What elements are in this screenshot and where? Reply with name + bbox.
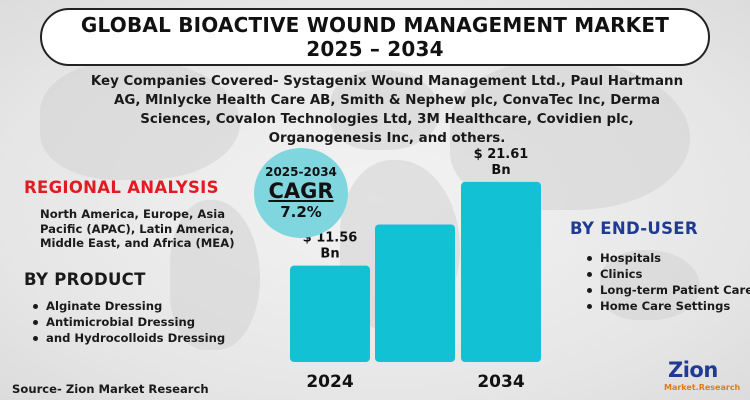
world-map-south-america: [170, 200, 260, 350]
world-map-australia: [600, 250, 700, 320]
world-map-north-america: [40, 60, 240, 180]
list-item: Clinics: [584, 266, 750, 282]
x-tick-label: 2024: [306, 372, 353, 392]
list-item: Long-term Patient Care: [584, 282, 750, 298]
cagr-period: 2025-2034: [265, 165, 337, 179]
regional-analysis-title: REGIONAL ANALYSIS: [24, 178, 219, 197]
chart-title: GLOBAL BIOACTIVE WOUND MANAGEMENT MARKET: [80, 13, 670, 37]
cagr-badge: 2025-2034 CAGR 7.2%: [254, 148, 348, 238]
product-list: Alginate Dressing Antimicrobial Dressing…: [30, 298, 225, 346]
end-user-list: Hospitals Clinics Long-term Patient Care…: [584, 250, 750, 314]
regional-analysis-text: North America, Europe, Asia Pacific (APA…: [40, 207, 235, 250]
list-item: Alginate Dressing: [30, 298, 225, 314]
by-end-user-title: BY END-USER: [570, 219, 698, 238]
data-label: $ 21.61 Bn: [474, 147, 529, 178]
zion-logo: Zion Market.Research: [664, 358, 740, 398]
logo-subtitle: Market.Research: [664, 383, 741, 392]
title-banner: GLOBAL BIOACTIVE WOUND MANAGEMENT MARKET…: [40, 8, 710, 66]
cagr-value: 7.2%: [280, 203, 322, 221]
x-tick-label: 2034: [477, 372, 524, 392]
logo-brand: Zion: [668, 358, 718, 382]
cagr-label: CAGR: [268, 179, 334, 203]
list-item: Home Care Settings: [584, 298, 750, 314]
key-companies-text: Key Companies Covered- Systagenix Wound …: [90, 74, 684, 146]
source-credit: Source- Zion Market Research: [12, 382, 209, 396]
bar-2024: [290, 265, 370, 362]
list-item: Hospitals: [584, 250, 750, 266]
by-product-title: BY PRODUCT: [24, 270, 146, 289]
world-map-europe: [330, 70, 440, 150]
chart-title-years: 2025 – 2034: [306, 37, 444, 61]
bar-middle: [375, 224, 455, 362]
list-item: Antimicrobial Dressing: [30, 314, 225, 330]
list-item: and Hydrocolloids Dressing: [30, 330, 225, 346]
bar-2034: [461, 181, 541, 362]
